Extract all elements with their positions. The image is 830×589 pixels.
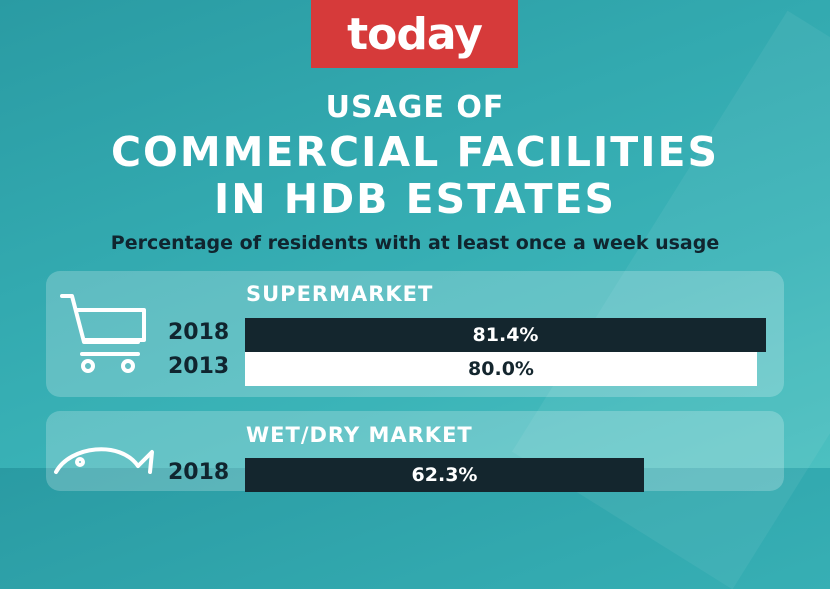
bar-wet-dry-market-2018: 62.3%	[245, 458, 644, 492]
year-label-2018-supermarket: 2018	[168, 320, 230, 345]
year-label-2013-supermarket: 2013	[168, 354, 230, 379]
bar-supermarket-2013: 80.0%	[245, 352, 757, 386]
bar-label-wet-dry-market-2018: 62.3%	[411, 464, 478, 486]
bar-label-supermarket-2018: 81.4%	[472, 324, 539, 346]
title-line-2: COMMERCIAL FACILITIES	[110, 128, 720, 176]
title-line-3: IN HDB ESTATES	[213, 175, 617, 223]
bar-supermarket-2018: 81.4%	[245, 318, 766, 352]
fish-icon	[54, 447, 154, 474]
title-line-1: USAGE OF	[325, 90, 505, 125]
bar-label-supermarket-2013: 80.0%	[468, 358, 534, 380]
chart-subtitle: Percentage of residents with at least on…	[110, 232, 720, 254]
category-label-supermarket: SUPERMARKET	[246, 282, 434, 306]
year-label-2018-wet-dry-market: 2018	[168, 460, 230, 485]
category-label-wet-dry-market: WET/DRY MARKET	[246, 423, 473, 447]
shopping-cart-icon	[60, 294, 146, 373]
today-logo: today	[311, 0, 518, 68]
